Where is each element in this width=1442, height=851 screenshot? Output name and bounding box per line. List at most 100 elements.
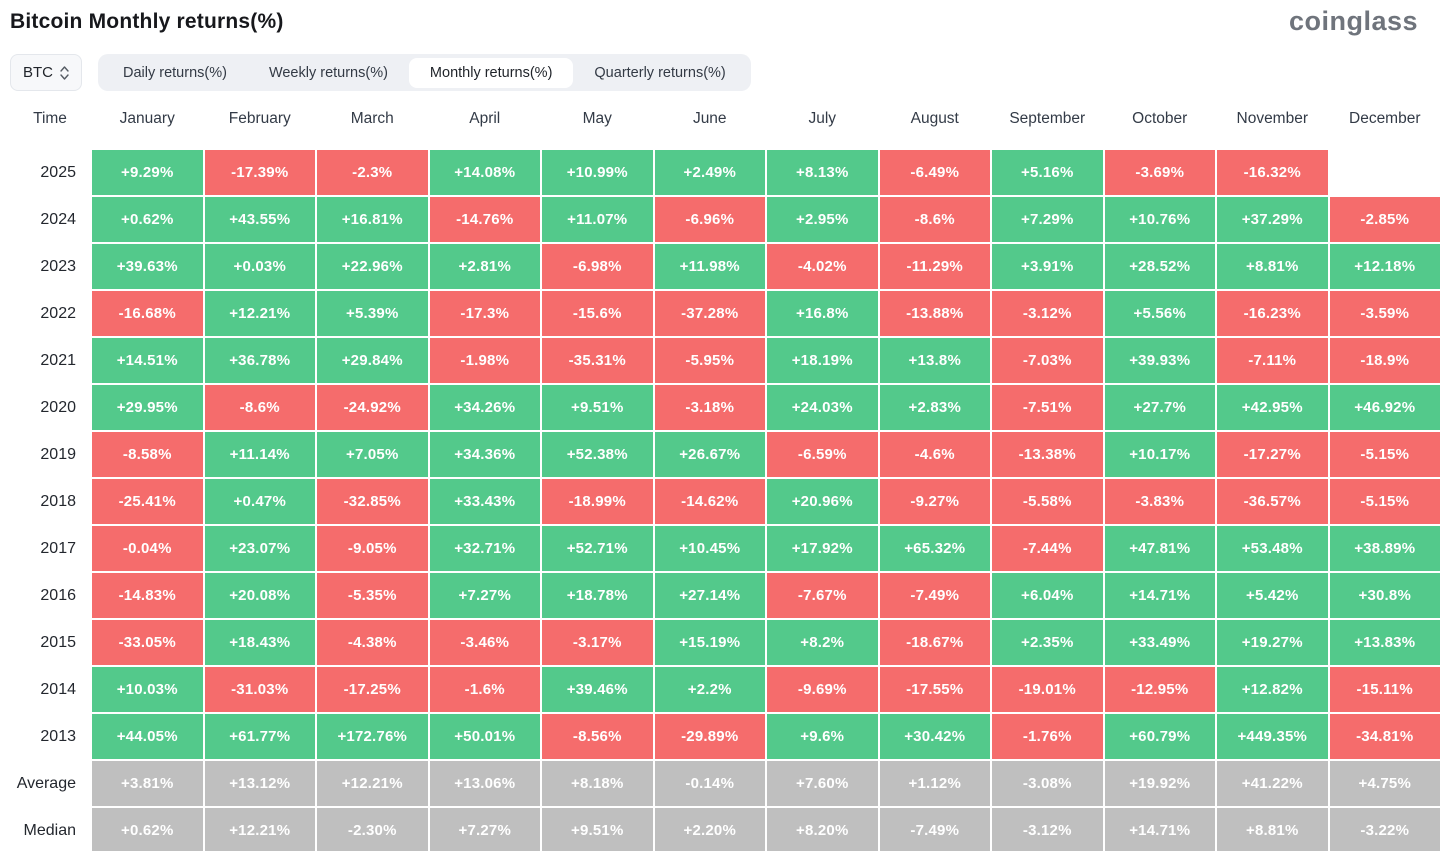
return-cell: -5.58%	[992, 479, 1103, 524]
return-cell: +14.71%	[1104, 573, 1215, 618]
return-cell: +33.43%	[429, 479, 540, 524]
coinglass-logo: coinglass	[1288, 6, 1418, 36]
return-cell: +18.19%	[767, 338, 878, 383]
return-cell: +2.83%	[879, 385, 990, 430]
return-cell: +10.45%	[654, 526, 765, 571]
column-header-july: July	[808, 110, 837, 127]
return-cell: +0.03%	[204, 244, 315, 289]
return-cell: +34.36%	[429, 432, 540, 477]
time-column-header: Time	[33, 110, 67, 127]
return-cell: +53.48%	[1217, 526, 1328, 571]
return-cell: -1.98%	[429, 338, 540, 383]
return-cell: +12.21%	[204, 291, 315, 336]
return-cell: +30.8%	[1329, 573, 1440, 618]
return-cell: -17.3%	[429, 291, 540, 336]
return-cell: -25.41%	[92, 479, 203, 524]
return-cell: +12.18%	[1329, 244, 1440, 289]
return-cell: +13.12%	[204, 761, 315, 806]
tab-daily-returns[interactable]: Daily returns(%)	[123, 64, 227, 81]
return-cell: -4.02%	[767, 244, 878, 289]
return-cell: +52.71%	[542, 526, 653, 571]
return-cell: +7.27%	[429, 573, 540, 618]
return-cell: +8.18%	[542, 761, 653, 806]
column-header-september: September	[1009, 110, 1086, 127]
row-label-2015: 2015	[40, 633, 76, 651]
return-cell: +7.05%	[317, 432, 428, 477]
return-cell: -34.81%	[1329, 714, 1440, 759]
row-label-average: Average	[16, 774, 76, 792]
return-cell: +8.20%	[767, 808, 878, 851]
tab-monthly-returns[interactable]: Monthly returns(%)	[408, 57, 574, 88]
return-cell: +39.93%	[1104, 338, 1215, 383]
return-cell: +28.52%	[1104, 244, 1215, 289]
return-cell: +12.82%	[1217, 667, 1328, 712]
row-label-2018: 2018	[40, 492, 76, 510]
return-cell: +2.49%	[654, 150, 765, 195]
return-cell: +29.95%	[92, 385, 203, 430]
return-cell: -2.85%	[1329, 197, 1440, 242]
return-cell: +5.42%	[1217, 573, 1328, 618]
return-cell: +50.01%	[429, 714, 540, 759]
return-cell: -9.27%	[879, 479, 990, 524]
row-label-2021: 2021	[40, 351, 76, 369]
return-cell: -8.6%	[204, 385, 315, 430]
return-cell: -18.9%	[1329, 338, 1440, 383]
return-cell: +19.27%	[1217, 620, 1328, 665]
return-cell: +9.51%	[542, 385, 653, 430]
return-cell: +10.17%	[1104, 432, 1215, 477]
return-cell: +8.81%	[1217, 808, 1328, 851]
return-cell: -3.22%	[1329, 808, 1440, 851]
monthly-returns-heatmap: Time January February March April May June July…	[10, 103, 1440, 851]
return-cell: -3.12%	[992, 291, 1103, 336]
tab-weekly-returns[interactable]: Weekly returns(%)	[268, 64, 388, 81]
return-cell: -15.6%	[542, 291, 653, 336]
return-cell: +2.20%	[654, 808, 765, 851]
return-cell: +8.81%	[1217, 244, 1328, 289]
return-cell: +0.62%	[92, 808, 203, 851]
return-cell: -3.18%	[654, 385, 765, 430]
return-cell: +14.51%	[92, 338, 203, 383]
return-cell: -3.12%	[992, 808, 1103, 851]
return-cell: -13.88%	[879, 291, 990, 336]
return-cell: +41.22%	[1217, 761, 1328, 806]
return-cell: +0.47%	[204, 479, 315, 524]
return-cell: -17.55%	[879, 667, 990, 712]
return-cell: +27.7%	[1104, 385, 1215, 430]
return-cell: -3.83%	[1104, 479, 1215, 524]
return-cell: -3.17%	[542, 620, 653, 665]
column-header-march: March	[350, 110, 394, 127]
return-cell: -7.67%	[767, 573, 878, 618]
return-cell: +9.29%	[92, 150, 203, 195]
row-label-2023: 2023	[40, 257, 76, 275]
tab-quarterly-returns[interactable]: Quarterly returns(%)	[594, 64, 726, 81]
return-cell: -6.49%	[879, 150, 990, 195]
return-cell: +7.27%	[429, 808, 540, 851]
return-cell: +12.21%	[204, 808, 315, 851]
column-header-february: February	[228, 110, 291, 127]
return-cell: -33.05%	[92, 620, 203, 665]
return-cell: -13.38%	[992, 432, 1103, 477]
return-cell: -5.95%	[654, 338, 765, 383]
return-cell: +13.06%	[429, 761, 540, 806]
return-cell: -2.30%	[317, 808, 428, 851]
return-cell: -8.56%	[542, 714, 653, 759]
coin-selector[interactable]: BTC	[10, 54, 82, 91]
return-cell: -16.23%	[1217, 291, 1328, 336]
column-header-november: November	[1236, 110, 1309, 127]
return-cell: -7.51%	[992, 385, 1103, 430]
row-label-2016: 2016	[40, 586, 76, 604]
return-cell: +11.07%	[542, 197, 653, 242]
return-cell: -4.6%	[879, 432, 990, 477]
row-label-2014: 2014	[40, 680, 76, 698]
return-cell: -7.49%	[879, 573, 990, 618]
return-cell: +12.21%	[317, 761, 428, 806]
return-cell: +33.49%	[1104, 620, 1215, 665]
row-label-2024: 2024	[40, 210, 76, 228]
return-cell: -19.01%	[992, 667, 1103, 712]
return-cell: +15.19%	[654, 620, 765, 665]
return-cell: -5.35%	[317, 573, 428, 618]
return-cell: +14.08%	[429, 150, 540, 195]
coin-selector-value: BTC	[23, 64, 53, 81]
return-cell: +30.42%	[879, 714, 990, 759]
return-cell: +19.92%	[1104, 761, 1215, 806]
